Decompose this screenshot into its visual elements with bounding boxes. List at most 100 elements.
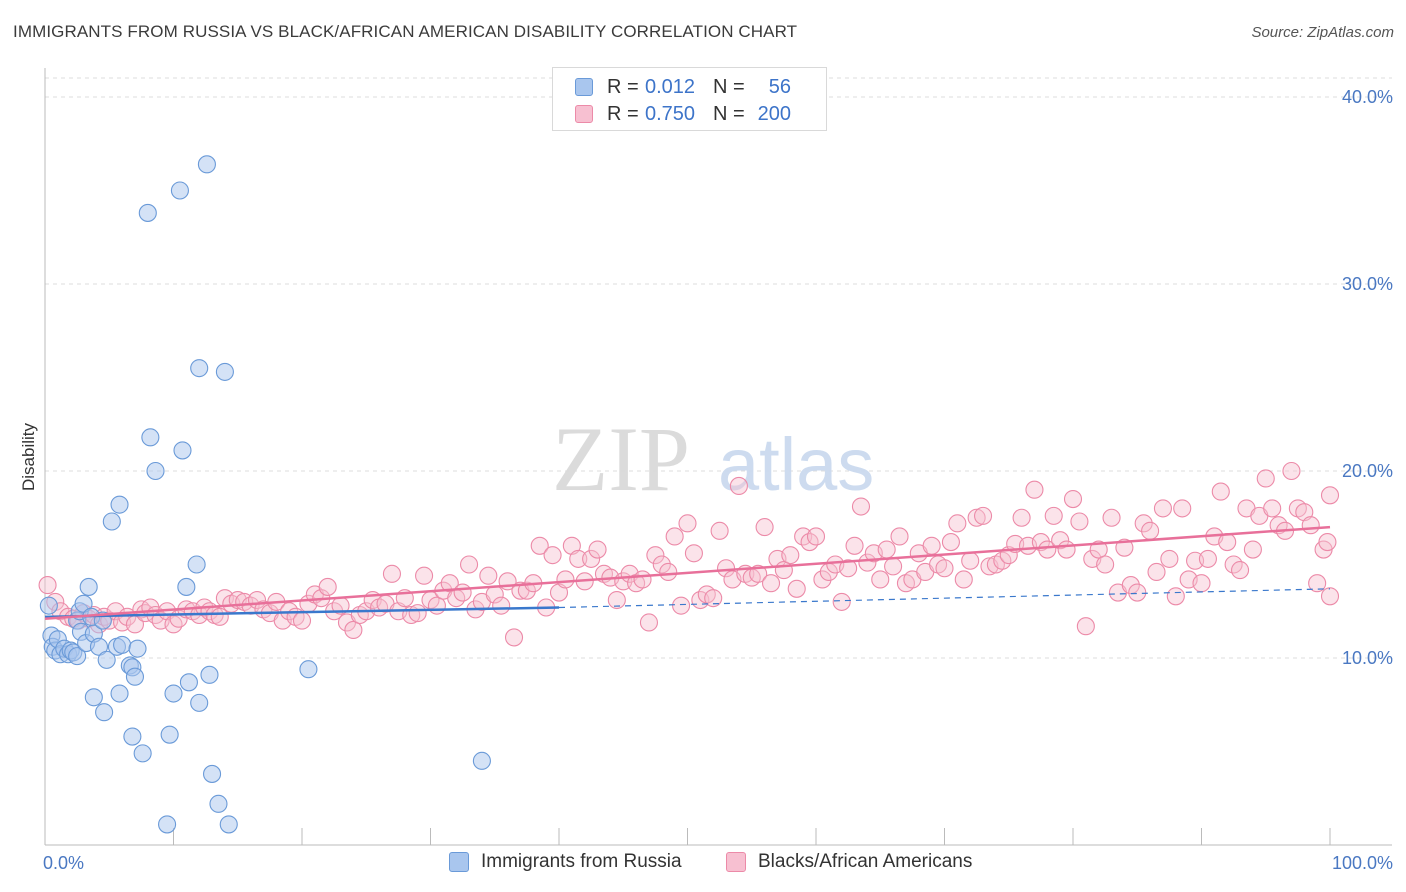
point-blacks (935, 559, 954, 578)
point-russia (200, 665, 219, 684)
point-blacks (1038, 540, 1057, 559)
point-blacks (710, 521, 729, 540)
point-blacks (871, 570, 890, 589)
trend-line-russia-extension (558, 588, 1331, 609)
point-blacks (1089, 540, 1108, 559)
legend-swatch-pink (575, 105, 593, 123)
point-blacks (1128, 583, 1147, 602)
point-blacks (813, 570, 832, 589)
point-blacks (453, 583, 472, 602)
point-blacks (1153, 499, 1172, 518)
point-russia (173, 441, 192, 460)
point-russia (110, 495, 129, 514)
point-blacks (1308, 574, 1327, 593)
y-tick-label: 30.0% (1342, 274, 1393, 294)
point-blacks (684, 544, 703, 563)
point-blacks (1198, 549, 1217, 568)
point-blacks (851, 497, 871, 516)
point-blacks (845, 536, 864, 555)
point-russia (170, 181, 189, 200)
point-blacks (877, 540, 896, 559)
point-blacks (1295, 503, 1314, 522)
point-blacks (954, 570, 973, 589)
y-tick-labels: 10.0% 20.0% 30.0% 40.0% (1342, 87, 1393, 668)
legend-row-blacks: R = 0.750 N = 200 (575, 101, 791, 127)
y-tick-label: 40.0% (1342, 87, 1393, 107)
point-russia (160, 725, 179, 744)
point-blacks (890, 527, 909, 546)
point-blacks (1256, 469, 1275, 488)
point-blacks (832, 592, 851, 611)
watermark-zip: ZIP (552, 408, 690, 510)
point-russia (95, 703, 114, 722)
point-blacks (729, 476, 748, 496)
point-blacks (1263, 499, 1282, 518)
point-russia (187, 555, 206, 574)
point-blacks (588, 540, 607, 559)
point-blacks (1070, 512, 1089, 531)
point-blacks (549, 583, 569, 602)
x-tick-label-max: 100.0% (1332, 853, 1393, 873)
point-blacks (665, 527, 684, 546)
point-russia (68, 647, 87, 666)
point-russia (128, 639, 147, 658)
series-russia-points (39, 155, 491, 834)
point-blacks (459, 555, 479, 574)
point-blacks (787, 579, 806, 598)
point-blacks (1096, 555, 1115, 574)
y-axis-title: Disability (19, 422, 38, 491)
trend-line-russia (44, 606, 560, 619)
y-tick-label: 20.0% (1342, 461, 1393, 481)
point-blacks (704, 589, 723, 608)
point-blacks (543, 546, 562, 565)
point-russia (209, 794, 228, 813)
point-blacks (806, 527, 826, 546)
point-blacks (440, 574, 459, 593)
point-blacks (1211, 482, 1230, 501)
y-tick-label: 10.0% (1342, 648, 1393, 668)
point-blacks (1243, 540, 1262, 559)
point-blacks (517, 581, 536, 600)
stats-legend: R = 0.012 N = 56 R = 0.750 N = 200 (552, 67, 827, 131)
legend-item-russia[interactable]: Immigrants from Russia (449, 851, 682, 873)
point-russia (39, 596, 58, 615)
point-blacks (1318, 533, 1337, 552)
point-russia (141, 428, 160, 447)
point-blacks (755, 518, 774, 537)
point-russia (179, 673, 198, 692)
point-blacks (415, 566, 434, 585)
point-blacks (1076, 617, 1095, 636)
point-blacks (1102, 508, 1121, 527)
legend-n-value: 56 (768, 75, 791, 98)
x-tick-labels: 0.0% 100.0% (43, 853, 1393, 873)
legend-label-blacks: Blacks/African Americans (758, 851, 973, 872)
legend-row-russia: R = 0.012 N = 56 (575, 74, 791, 100)
legend-item-blacks[interactable]: Blacks/African Americans (726, 851, 972, 873)
point-blacks (672, 596, 691, 615)
point-blacks (948, 514, 967, 533)
legend-n-value: 200 (757, 102, 791, 125)
point-blacks (1025, 480, 1044, 499)
series-legend: Immigrants from Russia Blacks/African Am… (0, 851, 1406, 877)
point-russia (97, 650, 116, 669)
point-blacks (716, 559, 736, 578)
point-blacks (1141, 521, 1160, 540)
point-blacks (973, 506, 993, 525)
point-blacks (1147, 562, 1166, 582)
point-russia (138, 203, 157, 222)
point-russia (190, 693, 209, 712)
point-blacks (1134, 514, 1153, 533)
point-russia (215, 362, 234, 381)
point-russia (79, 577, 98, 596)
point-blacks (1051, 531, 1070, 550)
point-blacks (1320, 486, 1340, 505)
point-russia (123, 727, 142, 746)
point-blacks (922, 536, 941, 555)
point-blacks (839, 559, 858, 578)
point-blacks (961, 551, 980, 570)
legend-r-value: 0.012 (645, 75, 696, 98)
point-russia (84, 688, 103, 707)
point-russia (299, 660, 318, 679)
point-russia (472, 751, 491, 770)
point-blacks (318, 577, 337, 596)
